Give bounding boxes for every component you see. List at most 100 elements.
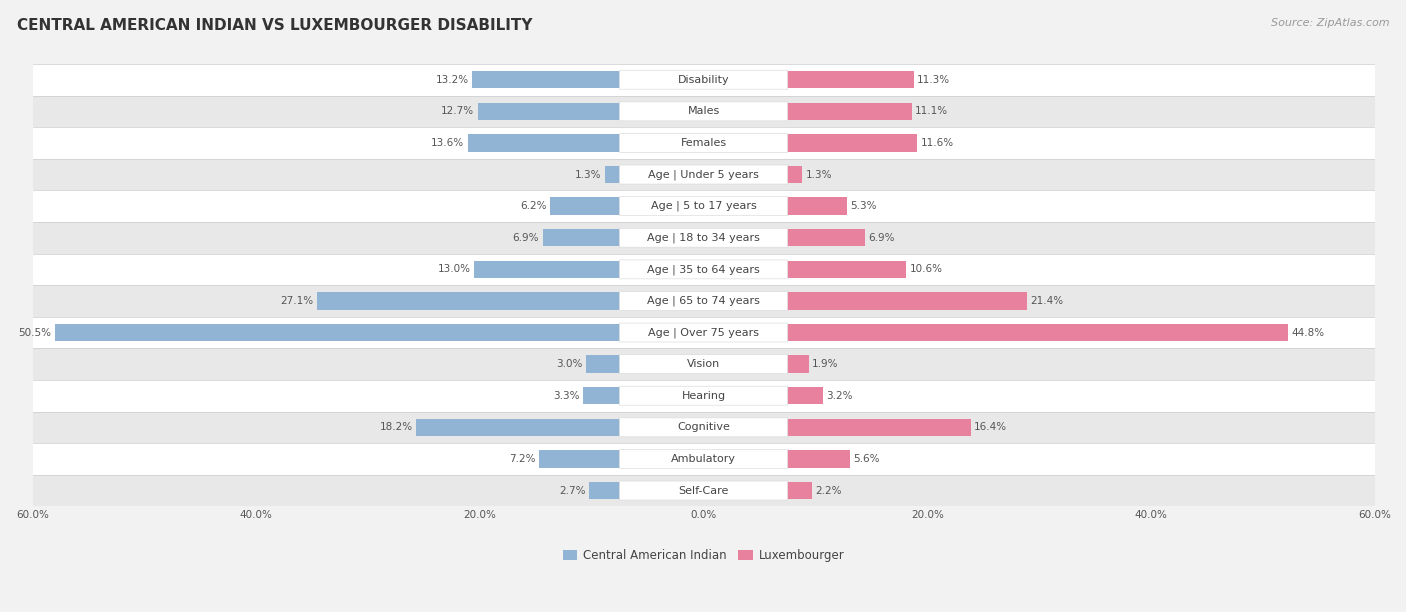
- Bar: [472, 71, 620, 89]
- Text: 6.9%: 6.9%: [513, 233, 538, 243]
- Bar: [787, 482, 813, 499]
- Bar: [474, 261, 620, 278]
- Bar: [32, 411, 1375, 443]
- Bar: [55, 324, 620, 341]
- Text: 12.7%: 12.7%: [441, 106, 474, 116]
- Text: 16.4%: 16.4%: [974, 422, 1007, 432]
- Text: Females: Females: [681, 138, 727, 148]
- Bar: [32, 222, 1375, 253]
- FancyBboxPatch shape: [620, 196, 787, 215]
- Text: 1.3%: 1.3%: [806, 170, 832, 179]
- Bar: [787, 450, 851, 468]
- Bar: [787, 324, 1288, 341]
- Bar: [586, 356, 620, 373]
- Text: 5.6%: 5.6%: [853, 454, 880, 464]
- Text: 13.6%: 13.6%: [432, 138, 464, 148]
- Text: 6.9%: 6.9%: [868, 233, 894, 243]
- Bar: [32, 64, 1375, 95]
- Text: 1.3%: 1.3%: [575, 170, 602, 179]
- FancyBboxPatch shape: [620, 323, 787, 342]
- FancyBboxPatch shape: [620, 70, 787, 89]
- Text: 7.2%: 7.2%: [509, 454, 536, 464]
- Text: 3.3%: 3.3%: [553, 390, 579, 401]
- Bar: [787, 103, 911, 120]
- Text: 6.2%: 6.2%: [520, 201, 547, 211]
- Bar: [32, 127, 1375, 159]
- Text: 1.9%: 1.9%: [813, 359, 838, 369]
- Bar: [787, 261, 905, 278]
- Bar: [543, 229, 620, 247]
- Bar: [787, 293, 1026, 310]
- Legend: Central American Indian, Luxembourger: Central American Indian, Luxembourger: [562, 550, 844, 562]
- Text: Age | Under 5 years: Age | Under 5 years: [648, 170, 759, 180]
- Text: 13.0%: 13.0%: [437, 264, 471, 274]
- Text: 18.2%: 18.2%: [380, 422, 413, 432]
- FancyBboxPatch shape: [620, 291, 787, 310]
- Text: 10.6%: 10.6%: [910, 264, 942, 274]
- Bar: [32, 475, 1375, 506]
- FancyBboxPatch shape: [620, 481, 787, 500]
- Bar: [32, 253, 1375, 285]
- FancyBboxPatch shape: [620, 102, 787, 121]
- FancyBboxPatch shape: [620, 355, 787, 373]
- FancyBboxPatch shape: [620, 228, 787, 247]
- Bar: [32, 95, 1375, 127]
- Bar: [316, 293, 620, 310]
- FancyBboxPatch shape: [620, 165, 787, 184]
- FancyBboxPatch shape: [620, 133, 787, 152]
- Bar: [478, 103, 620, 120]
- Text: 2.7%: 2.7%: [560, 485, 586, 496]
- Text: 2.2%: 2.2%: [815, 485, 842, 496]
- Bar: [787, 387, 824, 405]
- Bar: [589, 482, 620, 499]
- Bar: [787, 134, 917, 152]
- Bar: [787, 356, 808, 373]
- Text: 50.5%: 50.5%: [18, 327, 52, 338]
- Text: Age | 18 to 34 years: Age | 18 to 34 years: [647, 233, 761, 243]
- Bar: [550, 198, 620, 215]
- Text: 44.8%: 44.8%: [1292, 327, 1324, 338]
- Text: Males: Males: [688, 106, 720, 116]
- Text: Age | 65 to 74 years: Age | 65 to 74 years: [647, 296, 761, 306]
- Bar: [32, 190, 1375, 222]
- Text: Vision: Vision: [688, 359, 720, 369]
- Bar: [32, 443, 1375, 475]
- Bar: [787, 419, 972, 436]
- Text: Age | 35 to 64 years: Age | 35 to 64 years: [647, 264, 759, 275]
- Text: 5.3%: 5.3%: [851, 201, 876, 211]
- Text: Hearing: Hearing: [682, 390, 725, 401]
- Text: 3.0%: 3.0%: [557, 359, 582, 369]
- Text: 27.1%: 27.1%: [280, 296, 314, 306]
- Text: 13.2%: 13.2%: [436, 75, 468, 84]
- Bar: [538, 450, 620, 468]
- Text: 11.1%: 11.1%: [915, 106, 948, 116]
- Text: Source: ZipAtlas.com: Source: ZipAtlas.com: [1271, 18, 1389, 28]
- Text: 11.3%: 11.3%: [917, 75, 950, 84]
- Text: Cognitive: Cognitive: [678, 422, 730, 432]
- Bar: [582, 387, 620, 405]
- Bar: [787, 71, 914, 89]
- Bar: [32, 159, 1375, 190]
- Text: Age | 5 to 17 years: Age | 5 to 17 years: [651, 201, 756, 211]
- Bar: [605, 166, 620, 183]
- Bar: [787, 229, 865, 247]
- Text: CENTRAL AMERICAN INDIAN VS LUXEMBOURGER DISABILITY: CENTRAL AMERICAN INDIAN VS LUXEMBOURGER …: [17, 18, 533, 34]
- Bar: [32, 285, 1375, 317]
- Text: Self-Care: Self-Care: [678, 485, 728, 496]
- FancyBboxPatch shape: [620, 449, 787, 468]
- Text: 21.4%: 21.4%: [1031, 296, 1063, 306]
- Bar: [468, 134, 620, 152]
- Bar: [32, 380, 1375, 411]
- Bar: [416, 419, 620, 436]
- Text: Ambulatory: Ambulatory: [671, 454, 737, 464]
- Bar: [32, 348, 1375, 380]
- Bar: [32, 317, 1375, 348]
- Bar: [787, 166, 801, 183]
- Text: 3.2%: 3.2%: [827, 390, 853, 401]
- Text: 11.6%: 11.6%: [921, 138, 953, 148]
- FancyBboxPatch shape: [620, 260, 787, 279]
- Bar: [787, 198, 846, 215]
- Text: Disability: Disability: [678, 75, 730, 84]
- FancyBboxPatch shape: [620, 418, 787, 437]
- Text: Age | Over 75 years: Age | Over 75 years: [648, 327, 759, 338]
